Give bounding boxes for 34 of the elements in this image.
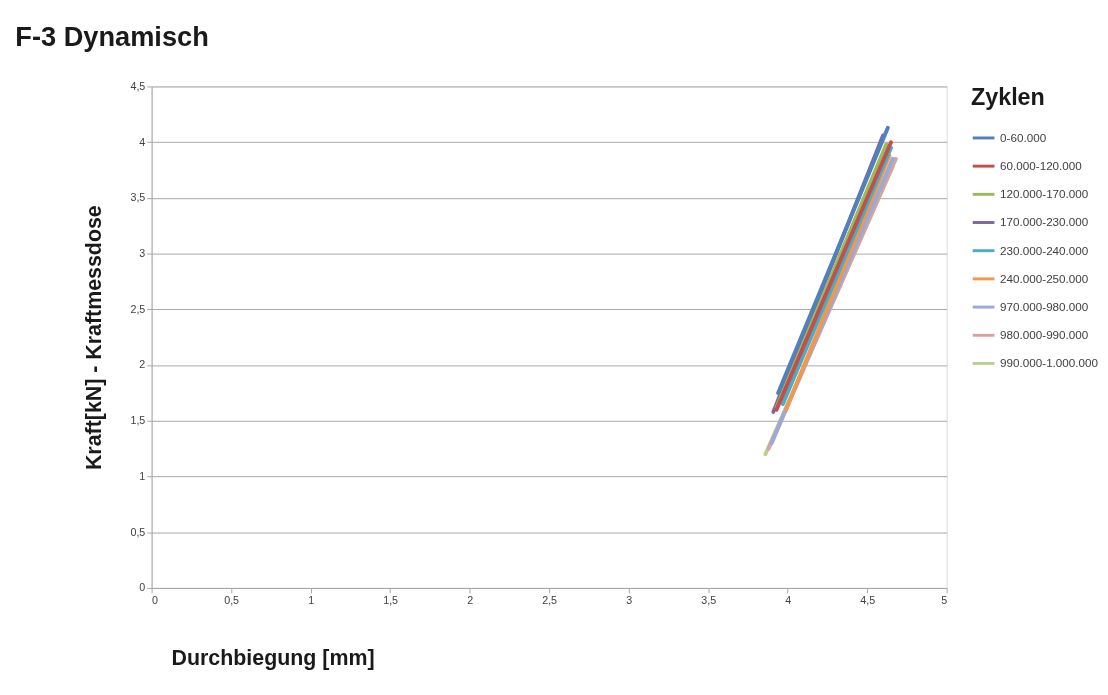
x-tick-label: 3 xyxy=(626,593,633,606)
legend-label: 240.000-250.000 xyxy=(1000,271,1089,285)
legend-label: 980.000-990.000 xyxy=(1000,328,1089,342)
legend-label: 120.000-170.000 xyxy=(1000,187,1089,201)
x-tick-label: 5 xyxy=(941,593,948,606)
legend-title: Zyklen xyxy=(970,83,1045,110)
x-tick-label: 0,5 xyxy=(224,593,240,606)
y-tick-label: 1,5 xyxy=(130,414,146,427)
legend-label: 60.000-120.000 xyxy=(1000,159,1083,173)
legend-label: 0-60.000 xyxy=(1000,130,1047,144)
legend-label: 990.000-1.000.000 xyxy=(1000,356,1099,370)
x-tick-label: 4,5 xyxy=(860,593,876,606)
x-tick-label: 0 xyxy=(152,593,159,606)
y-tick-label: 4,5 xyxy=(130,79,146,92)
y-tick-label: 3,5 xyxy=(130,191,146,204)
x-tick-label: 2,5 xyxy=(542,593,558,606)
x-tick-label: 1,5 xyxy=(383,593,399,606)
y-axis-title: Kraft[kN] - Kraftmessdose xyxy=(82,205,107,471)
y-tick-label: 3 xyxy=(139,247,146,260)
x-tick-label: 1 xyxy=(308,593,315,606)
legend-label: 170.000-230.000 xyxy=(1000,215,1089,229)
legend-label: 230.000-240.000 xyxy=(1000,243,1089,257)
y-tick-label: 2 xyxy=(139,358,146,371)
y-tick-label: 2,5 xyxy=(130,302,146,315)
x-axis-title: Durchbiegung [mm] xyxy=(171,646,375,671)
x-tick-label: 3,5 xyxy=(701,593,717,606)
y-tick-label: 1 xyxy=(139,469,146,482)
y-tick-label: 0,5 xyxy=(130,525,146,538)
x-tick-label: 4 xyxy=(785,593,792,606)
legend-label: 970.000-980.000 xyxy=(1000,299,1089,313)
x-tick-label: 2 xyxy=(467,593,474,606)
y-tick-label: 0 xyxy=(139,581,146,594)
y-tick-label: 4 xyxy=(139,135,146,148)
chart-title: F-3 Dynamisch xyxy=(15,20,209,52)
